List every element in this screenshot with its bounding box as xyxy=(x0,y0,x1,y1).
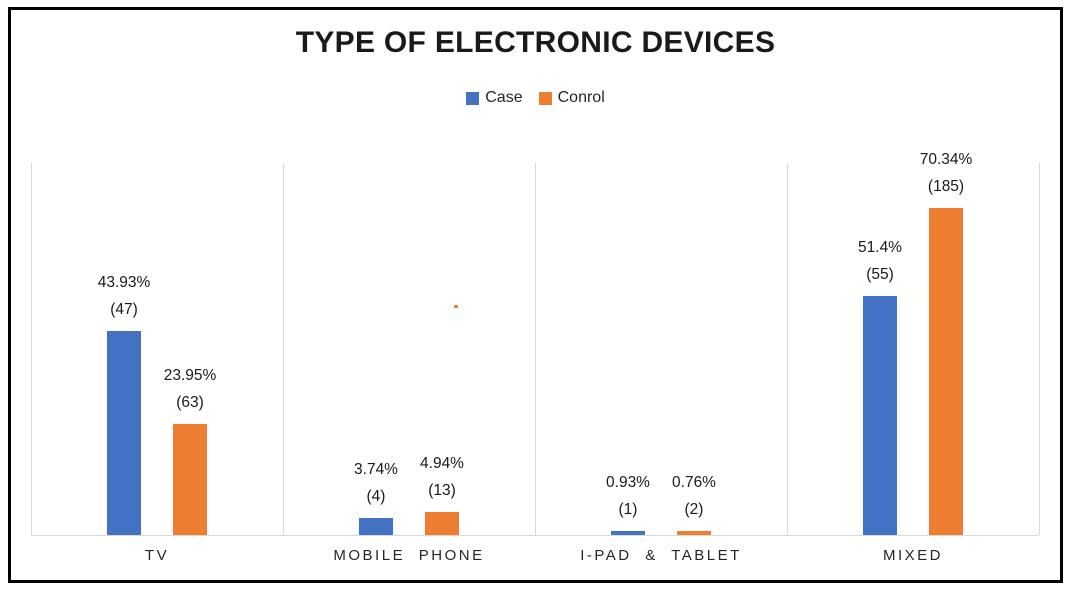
category-axis: TV MOBILE PHONE I-PAD & TABLET MIXED xyxy=(31,547,1039,564)
data-label-percent: 23.95% xyxy=(163,366,217,384)
data-label-percent: 0.76% xyxy=(672,474,716,492)
data-label-case-i-pad-tablet: 0.93% (1) xyxy=(568,469,688,523)
stray-orange-dot xyxy=(454,305,458,308)
data-label-conrol-mixed: 70.34% (185) xyxy=(886,146,1006,200)
data-label-case-tv: 43.93% (47) xyxy=(64,269,184,323)
bar-case-i-pad-tablet xyxy=(611,530,645,535)
bar-conrol-i-pad-tablet xyxy=(677,531,711,535)
data-label-count: (1) xyxy=(618,500,638,518)
data-label-count: (2) xyxy=(684,501,704,519)
chart-title: TYPE OF ELECTRONIC DEVICES xyxy=(295,26,776,59)
category-label-mobile-phone: MOBILE PHONE xyxy=(333,547,485,564)
plot-area: 43.93% (47) 23.95% (63) 3.74% (4) 4.94% (13) 0.9… xyxy=(31,151,1040,536)
data-label-count: (63) xyxy=(176,393,204,411)
bar-case-mobile-phone xyxy=(359,517,393,535)
category-gridline xyxy=(535,163,536,535)
legend-swatch-case-icon xyxy=(466,91,480,105)
category-label-tv: TV xyxy=(144,547,170,564)
data-label-conrol-mobile-phone: 4.94% (13) xyxy=(382,450,502,504)
data-label-percent: 0.93% xyxy=(606,473,650,491)
legend-label-conrol: Conrol xyxy=(557,89,605,106)
bar-conrol-mixed xyxy=(929,207,963,535)
category-gridline xyxy=(31,163,32,535)
bar-conrol-tv xyxy=(173,423,207,535)
data-label-percent: 4.94% xyxy=(420,455,464,473)
data-label-percent: 51.4% xyxy=(858,239,902,256)
category-gridline xyxy=(1039,163,1040,535)
data-label-count: (4) xyxy=(366,487,386,505)
data-label-count: (55) xyxy=(866,266,894,283)
legend-item-case: Case xyxy=(466,89,523,107)
category-label-i-pad-tablet: I-PAD & TABLET xyxy=(580,547,742,564)
data-label-case-mobile-phone: 3.74% (4) xyxy=(316,456,436,510)
legend-swatch-conrol-icon xyxy=(538,91,552,105)
bar-conrol-mobile-phone xyxy=(425,512,459,535)
data-label-percent: 3.74% xyxy=(354,460,398,478)
data-label-case-mixed: 51.4% (55) xyxy=(820,234,940,288)
data-label-count: (47) xyxy=(110,300,138,318)
data-label-percent: 70.34% xyxy=(919,150,973,168)
bar-case-mixed xyxy=(863,296,897,535)
category-gridline xyxy=(787,163,788,535)
category-gridline xyxy=(283,163,284,535)
legend-item-conrol: Conrol xyxy=(538,89,605,107)
chart-frame xyxy=(8,7,1063,583)
data-label-conrol-i-pad-tablet: 0.76% (2) xyxy=(634,469,754,523)
data-label-conrol-tv: 23.95% (63) xyxy=(130,362,250,416)
chart-legend: Case Conrol xyxy=(0,89,1071,107)
legend-label-case: Case xyxy=(485,89,523,106)
data-label-percent: 43.93% xyxy=(97,273,151,291)
category-label-mixed: MIXED xyxy=(882,547,943,564)
data-label-count: (13) xyxy=(428,482,456,500)
bar-case-tv xyxy=(107,330,141,535)
data-label-count: (185) xyxy=(927,177,965,195)
